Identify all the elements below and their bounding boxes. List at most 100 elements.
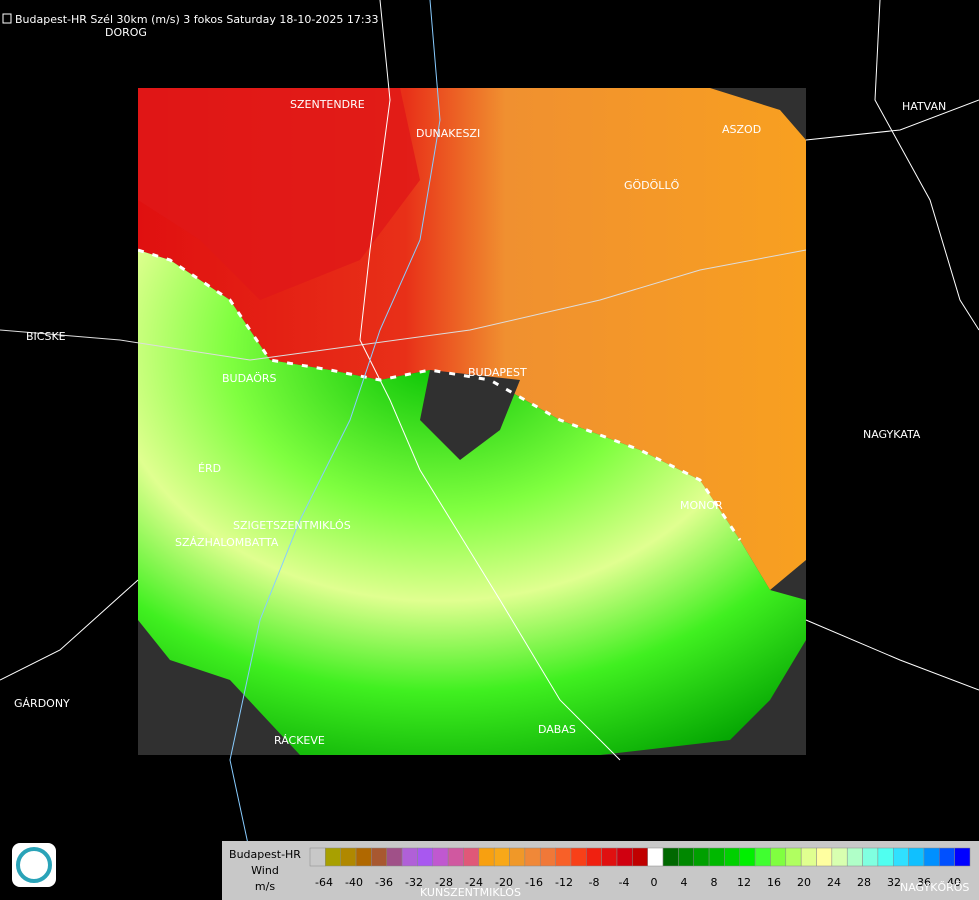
place-label: ÉRD [198,462,221,475]
place-label: RÁCKEVE [274,734,325,747]
legend-tick: -40 [345,876,363,889]
legend-swatch [386,847,403,867]
place-label: DABAS [538,723,576,736]
place-label: BUDAPEST [468,366,527,379]
legend-swatch [831,847,848,867]
legend-swatch [447,847,464,867]
legend-tick: 4 [681,876,688,889]
legend-swatch [846,847,863,867]
no-data-center [420,370,520,460]
legend-swatch [693,847,710,867]
legend-swatch [816,847,833,867]
legend-swatch [754,847,771,867]
legend-tick: 32 [887,876,901,889]
map-title: Budapest-HR Szél 30km (m/s) 3 fokos Satu… [15,13,379,26]
logo-mark [16,847,52,883]
legend-swatch [555,847,572,867]
place-label: SZENTENDRE [290,98,365,111]
legend-swatch [800,847,817,867]
legend-swatch [724,847,741,867]
legend-tick: 8 [711,876,718,889]
legend-tick: -64 [315,876,333,889]
legend-tick: 0 [651,876,658,889]
legend-swatch [678,847,694,867]
legend-text: Wind [251,864,279,877]
road [874,0,979,331]
legend-swatch [770,847,787,867]
legend-swatch [601,847,618,867]
legend-swatch [355,847,372,867]
radar-field [138,88,806,755]
legend-swatch [586,847,602,867]
legend-tick: -4 [619,876,630,889]
place-label: SZÁZHALOMBATTA [175,536,279,549]
approaching-winds [138,250,806,755]
legend-swatch [954,847,971,867]
legend-tick: -36 [375,876,393,889]
place-label: GÖDÖLLŐ [624,178,680,192]
legend-text: Budapest-HR [229,848,301,861]
legend-tick: 16 [767,876,781,889]
legend-swatch [908,847,925,867]
place-label: NAGYKŐRÖS [900,880,969,894]
place-label: DUNAKESZI [416,127,480,140]
legend-tick: 12 [737,876,751,889]
legend-tick: 40 [947,876,961,889]
place-label: KUNSZENTMIKLÓS [420,886,521,899]
legend-text: m/s [255,880,275,893]
river [229,0,441,900]
legend-tick: -20 [495,876,513,889]
place-label: SZIGETSZENTMIKLÓS [233,519,351,532]
zero-line [138,248,742,541]
legend-tick: 36 [917,876,931,889]
legend-tick: -16 [525,876,543,889]
road [805,99,979,141]
legend-swatch [785,847,802,867]
road [359,0,621,761]
legend-tick: -28 [435,876,453,889]
logo [12,843,56,887]
legend-swatch [647,847,664,867]
legend-swatch [309,847,326,867]
legend-swatch [417,847,434,867]
legend-tick: -12 [555,876,573,889]
legend-swatch [632,847,648,867]
legend-tick: -24 [465,876,483,889]
legend-swatch [616,847,633,867]
legend-swatch [371,847,387,867]
legend-tick: 20 [797,876,811,889]
legend-swatch [340,847,357,867]
place-label: MONOR [680,499,723,512]
legend-swatch [401,847,418,867]
place-label: HATVAN [902,100,946,113]
legend-tick: -8 [589,876,600,889]
legend-swatch [509,847,526,867]
legend-swatch [493,847,510,867]
legend-tick: -32 [405,876,423,889]
legend-swatch [570,847,587,867]
legend-swatch [862,847,879,867]
road [0,579,139,681]
place-label: BICSKE [26,330,66,343]
place-label: BUDAÖRS [222,372,277,385]
legend-swatch [325,847,341,867]
road [805,619,979,691]
legend-swatch [539,847,556,867]
legend-swatch [524,847,541,867]
legend-tick: 28 [857,876,871,889]
place-label: DOROG [105,26,147,39]
legend-swatch [662,847,679,867]
legend-swatch [923,847,940,867]
red-zone [138,88,420,300]
legend-swatch [708,847,725,867]
legend-swatch [893,847,909,867]
road [0,249,807,361]
place-label: GÁRDONY [14,697,70,710]
legend-swatch [739,847,756,867]
legend-swatch [432,847,449,867]
legend-swatch [877,847,894,867]
title-icon [2,13,12,24]
